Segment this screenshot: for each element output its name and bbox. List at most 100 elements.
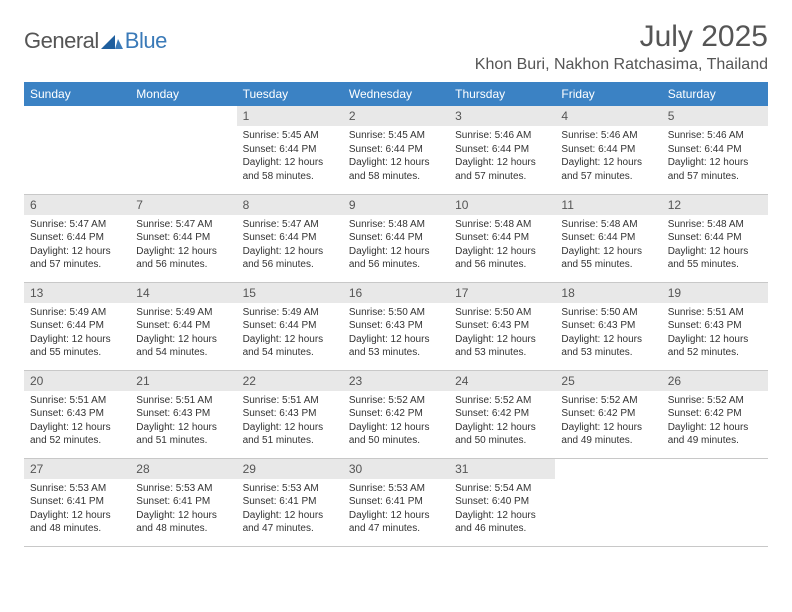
day-day2: and 56 minutes. xyxy=(136,258,230,272)
day-number: 20 xyxy=(24,371,130,391)
day-sunset: Sunset: 6:43 PM xyxy=(668,319,762,333)
day-sunrise: Sunrise: 5:52 AM xyxy=(561,394,655,408)
day-day1: Daylight: 12 hours xyxy=(561,156,655,170)
day-number: 2 xyxy=(343,106,449,126)
day-day2: and 57 minutes. xyxy=(668,170,762,184)
day-day1: Daylight: 12 hours xyxy=(455,333,549,347)
calendar-cell: 16Sunrise: 5:50 AMSunset: 6:43 PMDayligh… xyxy=(343,282,449,370)
day-day2: and 57 minutes. xyxy=(30,258,124,272)
day-day2: and 53 minutes. xyxy=(455,346,549,360)
day-day1: Daylight: 12 hours xyxy=(668,245,762,259)
day-sunset: Sunset: 6:41 PM xyxy=(349,495,443,509)
day-sunrise: Sunrise: 5:51 AM xyxy=(30,394,124,408)
day-header: Wednesday xyxy=(343,82,449,106)
day-details: Sunrise: 5:51 AMSunset: 6:43 PMDaylight:… xyxy=(24,391,130,454)
calendar-cell: 2Sunrise: 5:45 AMSunset: 6:44 PMDaylight… xyxy=(343,106,449,194)
day-sunset: Sunset: 6:42 PM xyxy=(349,407,443,421)
calendar-cell: 22Sunrise: 5:51 AMSunset: 6:43 PMDayligh… xyxy=(237,370,343,458)
calendar-cell: 23Sunrise: 5:52 AMSunset: 6:42 PMDayligh… xyxy=(343,370,449,458)
day-day2: and 47 minutes. xyxy=(349,522,443,536)
day-sunrise: Sunrise: 5:47 AM xyxy=(30,218,124,232)
calendar-cell xyxy=(662,458,768,546)
calendar-week: 27Sunrise: 5:53 AMSunset: 6:41 PMDayligh… xyxy=(24,458,768,546)
day-details: Sunrise: 5:52 AMSunset: 6:42 PMDaylight:… xyxy=(343,391,449,454)
day-day1: Daylight: 12 hours xyxy=(136,245,230,259)
day-day1: Daylight: 12 hours xyxy=(243,245,337,259)
day-day1: Daylight: 12 hours xyxy=(349,245,443,259)
day-day2: and 58 minutes. xyxy=(243,170,337,184)
day-number: 23 xyxy=(343,371,449,391)
day-sunset: Sunset: 6:44 PM xyxy=(349,143,443,157)
calendar-cell: 27Sunrise: 5:53 AMSunset: 6:41 PMDayligh… xyxy=(24,458,130,546)
day-number: 18 xyxy=(555,283,661,303)
day-day2: and 52 minutes. xyxy=(668,346,762,360)
day-day2: and 50 minutes. xyxy=(349,434,443,448)
day-number: 24 xyxy=(449,371,555,391)
day-number: 26 xyxy=(662,371,768,391)
day-sunrise: Sunrise: 5:52 AM xyxy=(455,394,549,408)
day-day2: and 57 minutes. xyxy=(455,170,549,184)
day-day2: and 49 minutes. xyxy=(668,434,762,448)
day-number: 1 xyxy=(237,106,343,126)
calendar-cell: 30Sunrise: 5:53 AMSunset: 6:41 PMDayligh… xyxy=(343,458,449,546)
day-details: Sunrise: 5:53 AMSunset: 6:41 PMDaylight:… xyxy=(343,479,449,542)
calendar-cell xyxy=(24,106,130,194)
day-details: Sunrise: 5:49 AMSunset: 6:44 PMDaylight:… xyxy=(237,303,343,366)
day-day2: and 48 minutes. xyxy=(30,522,124,536)
calendar-cell: 24Sunrise: 5:52 AMSunset: 6:42 PMDayligh… xyxy=(449,370,555,458)
day-sunset: Sunset: 6:43 PM xyxy=(561,319,655,333)
day-sunrise: Sunrise: 5:53 AM xyxy=(243,482,337,496)
day-details: Sunrise: 5:46 AMSunset: 6:44 PMDaylight:… xyxy=(662,126,768,189)
day-sunset: Sunset: 6:43 PM xyxy=(455,319,549,333)
calendar-cell: 8Sunrise: 5:47 AMSunset: 6:44 PMDaylight… xyxy=(237,194,343,282)
day-sunset: Sunset: 6:43 PM xyxy=(136,407,230,421)
calendar-cell: 17Sunrise: 5:50 AMSunset: 6:43 PMDayligh… xyxy=(449,282,555,370)
day-sunrise: Sunrise: 5:50 AM xyxy=(561,306,655,320)
day-day1: Daylight: 12 hours xyxy=(668,156,762,170)
day-details: Sunrise: 5:51 AMSunset: 6:43 PMDaylight:… xyxy=(130,391,236,454)
calendar-cell: 11Sunrise: 5:48 AMSunset: 6:44 PMDayligh… xyxy=(555,194,661,282)
day-day2: and 53 minutes. xyxy=(561,346,655,360)
day-details: Sunrise: 5:49 AMSunset: 6:44 PMDaylight:… xyxy=(24,303,130,366)
day-day1: Daylight: 12 hours xyxy=(668,333,762,347)
day-day1: Daylight: 12 hours xyxy=(136,333,230,347)
day-number: 25 xyxy=(555,371,661,391)
day-day1: Daylight: 12 hours xyxy=(30,333,124,347)
calendar-cell: 1Sunrise: 5:45 AMSunset: 6:44 PMDaylight… xyxy=(237,106,343,194)
day-header: Saturday xyxy=(662,82,768,106)
logo-text-blue: Blue xyxy=(125,28,167,54)
day-sunrise: Sunrise: 5:47 AM xyxy=(136,218,230,232)
day-header: Monday xyxy=(130,82,236,106)
calendar-cell xyxy=(555,458,661,546)
day-header: Thursday xyxy=(449,82,555,106)
day-header-row: SundayMondayTuesdayWednesdayThursdayFrid… xyxy=(24,82,768,106)
day-day1: Daylight: 12 hours xyxy=(455,156,549,170)
day-day1: Daylight: 12 hours xyxy=(455,245,549,259)
day-details: Sunrise: 5:48 AMSunset: 6:44 PMDaylight:… xyxy=(343,215,449,278)
day-number: 4 xyxy=(555,106,661,126)
header: General Blue July 2025 Khon Buri, Nakhon… xyxy=(24,20,768,74)
day-sunrise: Sunrise: 5:51 AM xyxy=(243,394,337,408)
calendar-cell: 31Sunrise: 5:54 AMSunset: 6:40 PMDayligh… xyxy=(449,458,555,546)
day-sunset: Sunset: 6:42 PM xyxy=(561,407,655,421)
day-number: 22 xyxy=(237,371,343,391)
day-day2: and 54 minutes. xyxy=(136,346,230,360)
day-sunset: Sunset: 6:44 PM xyxy=(561,231,655,245)
day-sunrise: Sunrise: 5:52 AM xyxy=(349,394,443,408)
logo: General Blue xyxy=(24,28,167,54)
page-title: July 2025 xyxy=(475,20,768,54)
day-day2: and 58 minutes. xyxy=(349,170,443,184)
day-details: Sunrise: 5:47 AMSunset: 6:44 PMDaylight:… xyxy=(24,215,130,278)
day-number: 6 xyxy=(24,195,130,215)
day-day1: Daylight: 12 hours xyxy=(136,421,230,435)
day-number: 5 xyxy=(662,106,768,126)
day-day1: Daylight: 12 hours xyxy=(668,421,762,435)
day-number: 11 xyxy=(555,195,661,215)
day-number: 13 xyxy=(24,283,130,303)
day-details: Sunrise: 5:48 AMSunset: 6:44 PMDaylight:… xyxy=(555,215,661,278)
day-sunrise: Sunrise: 5:46 AM xyxy=(668,129,762,143)
day-sunrise: Sunrise: 5:53 AM xyxy=(136,482,230,496)
day-sunset: Sunset: 6:44 PM xyxy=(561,143,655,157)
day-sunset: Sunset: 6:44 PM xyxy=(30,319,124,333)
title-block: July 2025 Khon Buri, Nakhon Ratchasima, … xyxy=(475,20,768,74)
